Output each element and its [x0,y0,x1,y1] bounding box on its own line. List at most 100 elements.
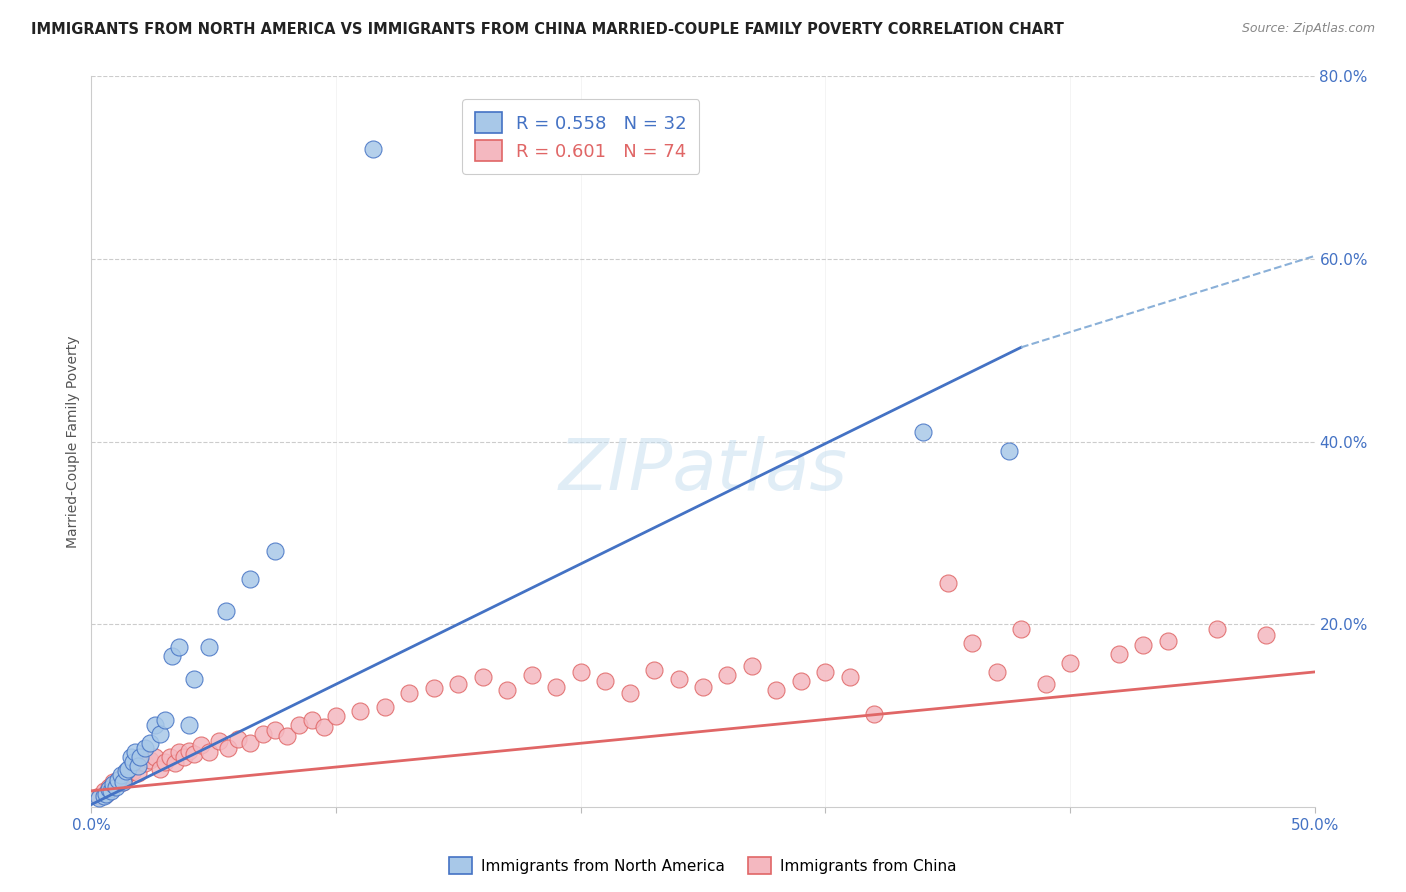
Point [398,686,420,700]
Point [264,723,287,737]
Point [149,727,172,741]
Point [97,780,120,794]
Point [198,746,221,760]
Point [668,673,690,687]
Point [936,576,959,591]
Point [998,443,1021,458]
Point [288,718,311,732]
Point [838,670,860,684]
Point [301,714,323,728]
Point [93,789,115,804]
Point [276,729,298,743]
Point [143,718,166,732]
Point [87,791,110,805]
Point [215,604,238,618]
Point [692,680,714,694]
Point [117,762,139,776]
Text: Source: ZipAtlas.com: Source: ZipAtlas.com [1241,22,1375,36]
Point [87,789,110,804]
Point [114,768,136,782]
Point [179,743,201,757]
Point [190,738,212,752]
Point [765,683,787,698]
Point [1010,622,1032,636]
Point [127,759,149,773]
Point [103,777,125,791]
Point [312,720,335,734]
Point [814,665,837,679]
Point [153,755,176,769]
Point [103,774,125,789]
Point [134,740,156,755]
Point [619,686,641,700]
Point [1132,638,1154,652]
Point [100,784,122,798]
Point [361,142,384,156]
Point [1157,633,1180,648]
Point [143,750,166,764]
Point [110,768,132,782]
Point [960,635,983,649]
Point [127,765,149,780]
Point [100,781,122,797]
Point [93,784,115,798]
Point [112,774,135,789]
Point [124,759,146,773]
Point [169,746,191,760]
Point [183,673,205,687]
Point [217,740,239,755]
Point [471,670,494,684]
Point [1108,647,1130,661]
Point [122,755,145,769]
Point [1205,622,1227,636]
Point [112,774,135,789]
Point [520,667,543,681]
Point [107,772,129,787]
Point [252,727,274,741]
Text: IMMIGRANTS FROM NORTH AMERICA VS IMMIGRANTS FROM CHINA MARRIED-COUPLE FAMILY POV: IMMIGRANTS FROM NORTH AMERICA VS IMMIGRA… [31,22,1064,37]
Point [546,680,568,694]
Point [153,714,176,728]
Point [1035,677,1057,691]
Point [183,747,205,762]
Point [117,765,139,780]
Point [114,764,136,778]
Point [104,777,127,791]
Text: ZIPatlas: ZIPatlas [558,436,848,505]
Point [374,699,396,714]
Point [239,572,262,586]
Y-axis label: Married-Couple Family Poverty: Married-Couple Family Poverty [66,335,80,548]
Point [496,683,519,698]
Point [226,731,249,746]
Point [325,708,347,723]
Point [423,681,446,696]
Point [129,750,152,764]
Point [160,649,183,664]
Point [569,665,592,679]
Point [198,640,221,655]
Point [163,756,186,771]
Point [104,780,127,794]
Point [643,663,665,677]
Point [129,755,152,769]
Point [863,706,886,721]
Point [120,750,142,764]
Point [790,674,813,689]
Point [107,772,129,787]
Point [110,771,132,785]
Point [139,753,162,767]
Point [986,665,1008,679]
Point [97,781,120,797]
Point [264,544,287,558]
Point [179,718,201,732]
Point [239,736,262,750]
Point [1254,628,1277,642]
Point [349,704,371,718]
Point [94,787,117,801]
Point [122,764,145,778]
Point [149,762,172,776]
Point [741,658,763,673]
Point [159,750,181,764]
Point [94,787,117,801]
Legend: R = 0.558   N = 32, R = 0.601   N = 74: R = 0.558 N = 32, R = 0.601 N = 74 [463,100,699,174]
